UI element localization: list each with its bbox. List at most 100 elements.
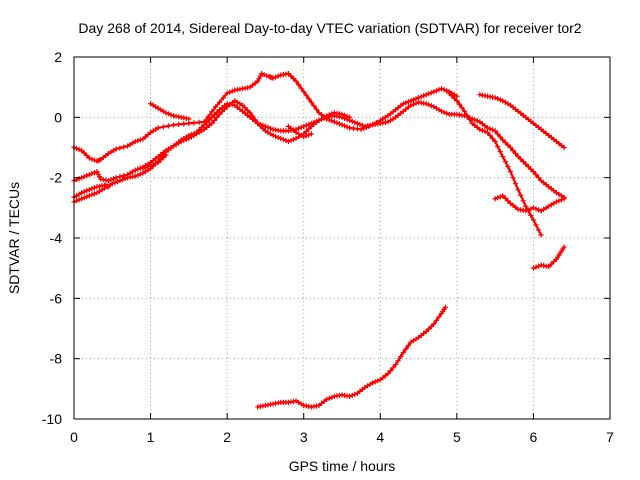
data-point <box>288 73 294 79</box>
data-point <box>211 112 217 118</box>
y-tick-label: -10 <box>42 411 62 427</box>
data-point <box>176 121 182 127</box>
data-point <box>209 114 215 120</box>
data-point <box>395 358 401 364</box>
data-point <box>525 207 531 213</box>
y-tick-label: -2 <box>50 170 63 186</box>
data-point <box>502 158 508 165</box>
x-tick-label: 4 <box>376 429 384 445</box>
data-point <box>479 127 485 134</box>
data-point <box>505 142 511 148</box>
y-axis-label: SDTVAR / TECUs <box>6 182 22 294</box>
x-tick-label: 2 <box>223 429 231 445</box>
data-point <box>347 114 353 120</box>
data-point <box>153 160 159 167</box>
data-point <box>390 365 396 371</box>
data-point <box>216 99 223 105</box>
x-tick-label: 3 <box>300 429 308 445</box>
data-point <box>137 137 143 143</box>
data-point <box>423 101 429 107</box>
y-tick-label: -6 <box>50 290 63 306</box>
data-point <box>247 110 253 116</box>
data-point <box>497 148 503 155</box>
data-point <box>165 123 172 129</box>
data-point <box>530 205 537 211</box>
data-point <box>518 156 524 162</box>
data-point <box>489 135 496 142</box>
data-point <box>530 265 537 271</box>
data-point <box>298 85 304 91</box>
data-point <box>398 354 404 360</box>
data-point <box>500 153 506 160</box>
data-point <box>533 222 539 228</box>
data-point <box>387 368 394 374</box>
data-point <box>415 95 422 101</box>
data-point <box>538 232 544 238</box>
data-point <box>89 186 95 192</box>
data-point <box>339 111 345 117</box>
data-point <box>145 164 151 170</box>
data-point <box>495 131 501 137</box>
series-track-11 <box>530 244 567 271</box>
data-point <box>436 87 442 93</box>
data-point <box>285 70 291 77</box>
data-point <box>329 118 335 124</box>
data-point <box>326 395 332 401</box>
data-point <box>86 172 92 178</box>
data-point <box>403 346 409 352</box>
data-point <box>492 196 498 202</box>
data-point <box>372 379 378 385</box>
data-point <box>311 103 317 109</box>
data-point <box>267 125 274 131</box>
data-point <box>375 378 381 384</box>
data-point <box>324 396 330 402</box>
data-point <box>518 192 524 198</box>
data-point <box>551 259 557 265</box>
series-track-7 <box>285 123 314 140</box>
data-point <box>288 137 294 144</box>
data-point <box>252 117 258 123</box>
series-track-4 <box>71 182 112 200</box>
data-point <box>413 96 419 102</box>
data-point <box>520 158 526 165</box>
data-point <box>400 101 406 107</box>
data-point <box>213 104 219 110</box>
data-point <box>227 89 233 95</box>
data-point <box>515 153 521 160</box>
data-point <box>122 176 128 182</box>
data-point <box>293 78 299 84</box>
data-point <box>303 133 309 139</box>
x-tick-label: 6 <box>530 429 538 445</box>
data-point <box>497 134 503 140</box>
data-point <box>487 126 493 132</box>
data-point <box>530 169 537 175</box>
data-point <box>446 90 452 96</box>
y-tick-label: 2 <box>54 49 62 65</box>
data-point <box>158 157 164 163</box>
data-point <box>456 101 463 107</box>
data-point <box>341 123 348 129</box>
y-tick-label: 0 <box>54 109 62 125</box>
data-point <box>500 193 506 199</box>
data-point <box>405 342 411 349</box>
series-track-1 <box>71 70 460 164</box>
data-point <box>219 109 225 115</box>
data-point <box>224 90 230 96</box>
data-point <box>495 195 501 201</box>
data-point <box>211 117 217 123</box>
data-point <box>91 185 98 191</box>
data-point <box>163 152 169 158</box>
data-point <box>186 120 192 126</box>
data-point <box>464 112 470 118</box>
data-point <box>438 108 445 114</box>
data-point <box>76 146 82 153</box>
data-point <box>140 166 146 172</box>
data-point <box>221 106 228 112</box>
data-point <box>347 393 353 399</box>
data-point <box>209 109 215 115</box>
data-point <box>336 121 343 127</box>
data-point <box>301 134 307 140</box>
data-point <box>132 167 138 173</box>
data-point <box>150 161 156 168</box>
data-point <box>220 95 226 101</box>
